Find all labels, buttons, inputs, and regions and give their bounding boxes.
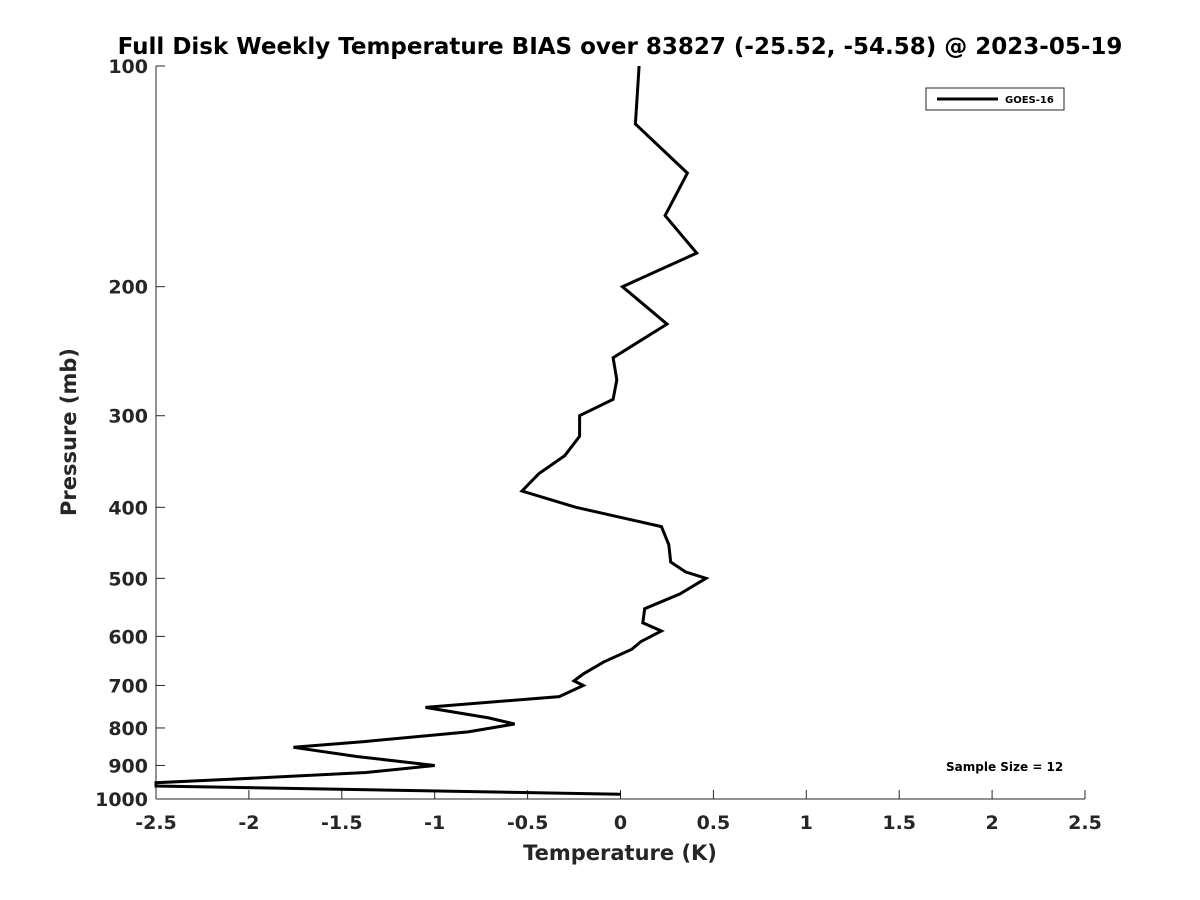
- x-tick-label: 2.5: [1068, 812, 1102, 834]
- y-tick-label: 600: [108, 626, 148, 648]
- legend-label-goes-16: GOES-16: [1005, 95, 1054, 106]
- x-tick-label: -1.5: [321, 812, 363, 834]
- series-group: [154, 65, 710, 796]
- y-tick-label: 500: [108, 568, 148, 590]
- y-ticks: 100 200 300 400 500 600 700 800 900 1000: [95, 56, 165, 811]
- sample-size-annotation: Sample Size = 12: [946, 760, 1063, 774]
- x-tick-label: -2.5: [135, 812, 177, 834]
- x-tick-label: -2: [238, 812, 259, 834]
- x-tick-label: -0.5: [507, 812, 549, 834]
- y-tick-label: 700: [108, 675, 148, 697]
- x-tick-label: 1: [800, 812, 813, 834]
- y-axis-label: Pressure (mb): [57, 348, 81, 516]
- y-tick-label: 100: [108, 56, 148, 78]
- x-tick-label: -1: [424, 812, 445, 834]
- series-line-goes-16: [154, 65, 710, 796]
- chart-title: Full Disk Weekly Temperature BIAS over 8…: [118, 34, 1123, 60]
- y-tick-label: 200: [108, 277, 148, 299]
- x-tick-label: 0.5: [697, 812, 731, 834]
- y-tick-label: 300: [108, 406, 148, 428]
- y-tick-label: 400: [108, 497, 148, 519]
- y-tick-label: 1000: [95, 789, 148, 811]
- x-tick-label: 2: [985, 812, 998, 834]
- x-tick-label: 0: [614, 812, 627, 834]
- x-axis-label: Temperature (K): [523, 841, 717, 865]
- y-tick-label: 800: [108, 718, 148, 740]
- x-tick-label: 1.5: [882, 812, 916, 834]
- y-tick-label: 900: [108, 755, 148, 777]
- legend[interactable]: GOES-16: [925, 87, 1065, 111]
- x-ticks: -2.5 -2 -1.5 -1 -0.5 0 0.5 1 1.5 2 2.5: [135, 790, 1102, 834]
